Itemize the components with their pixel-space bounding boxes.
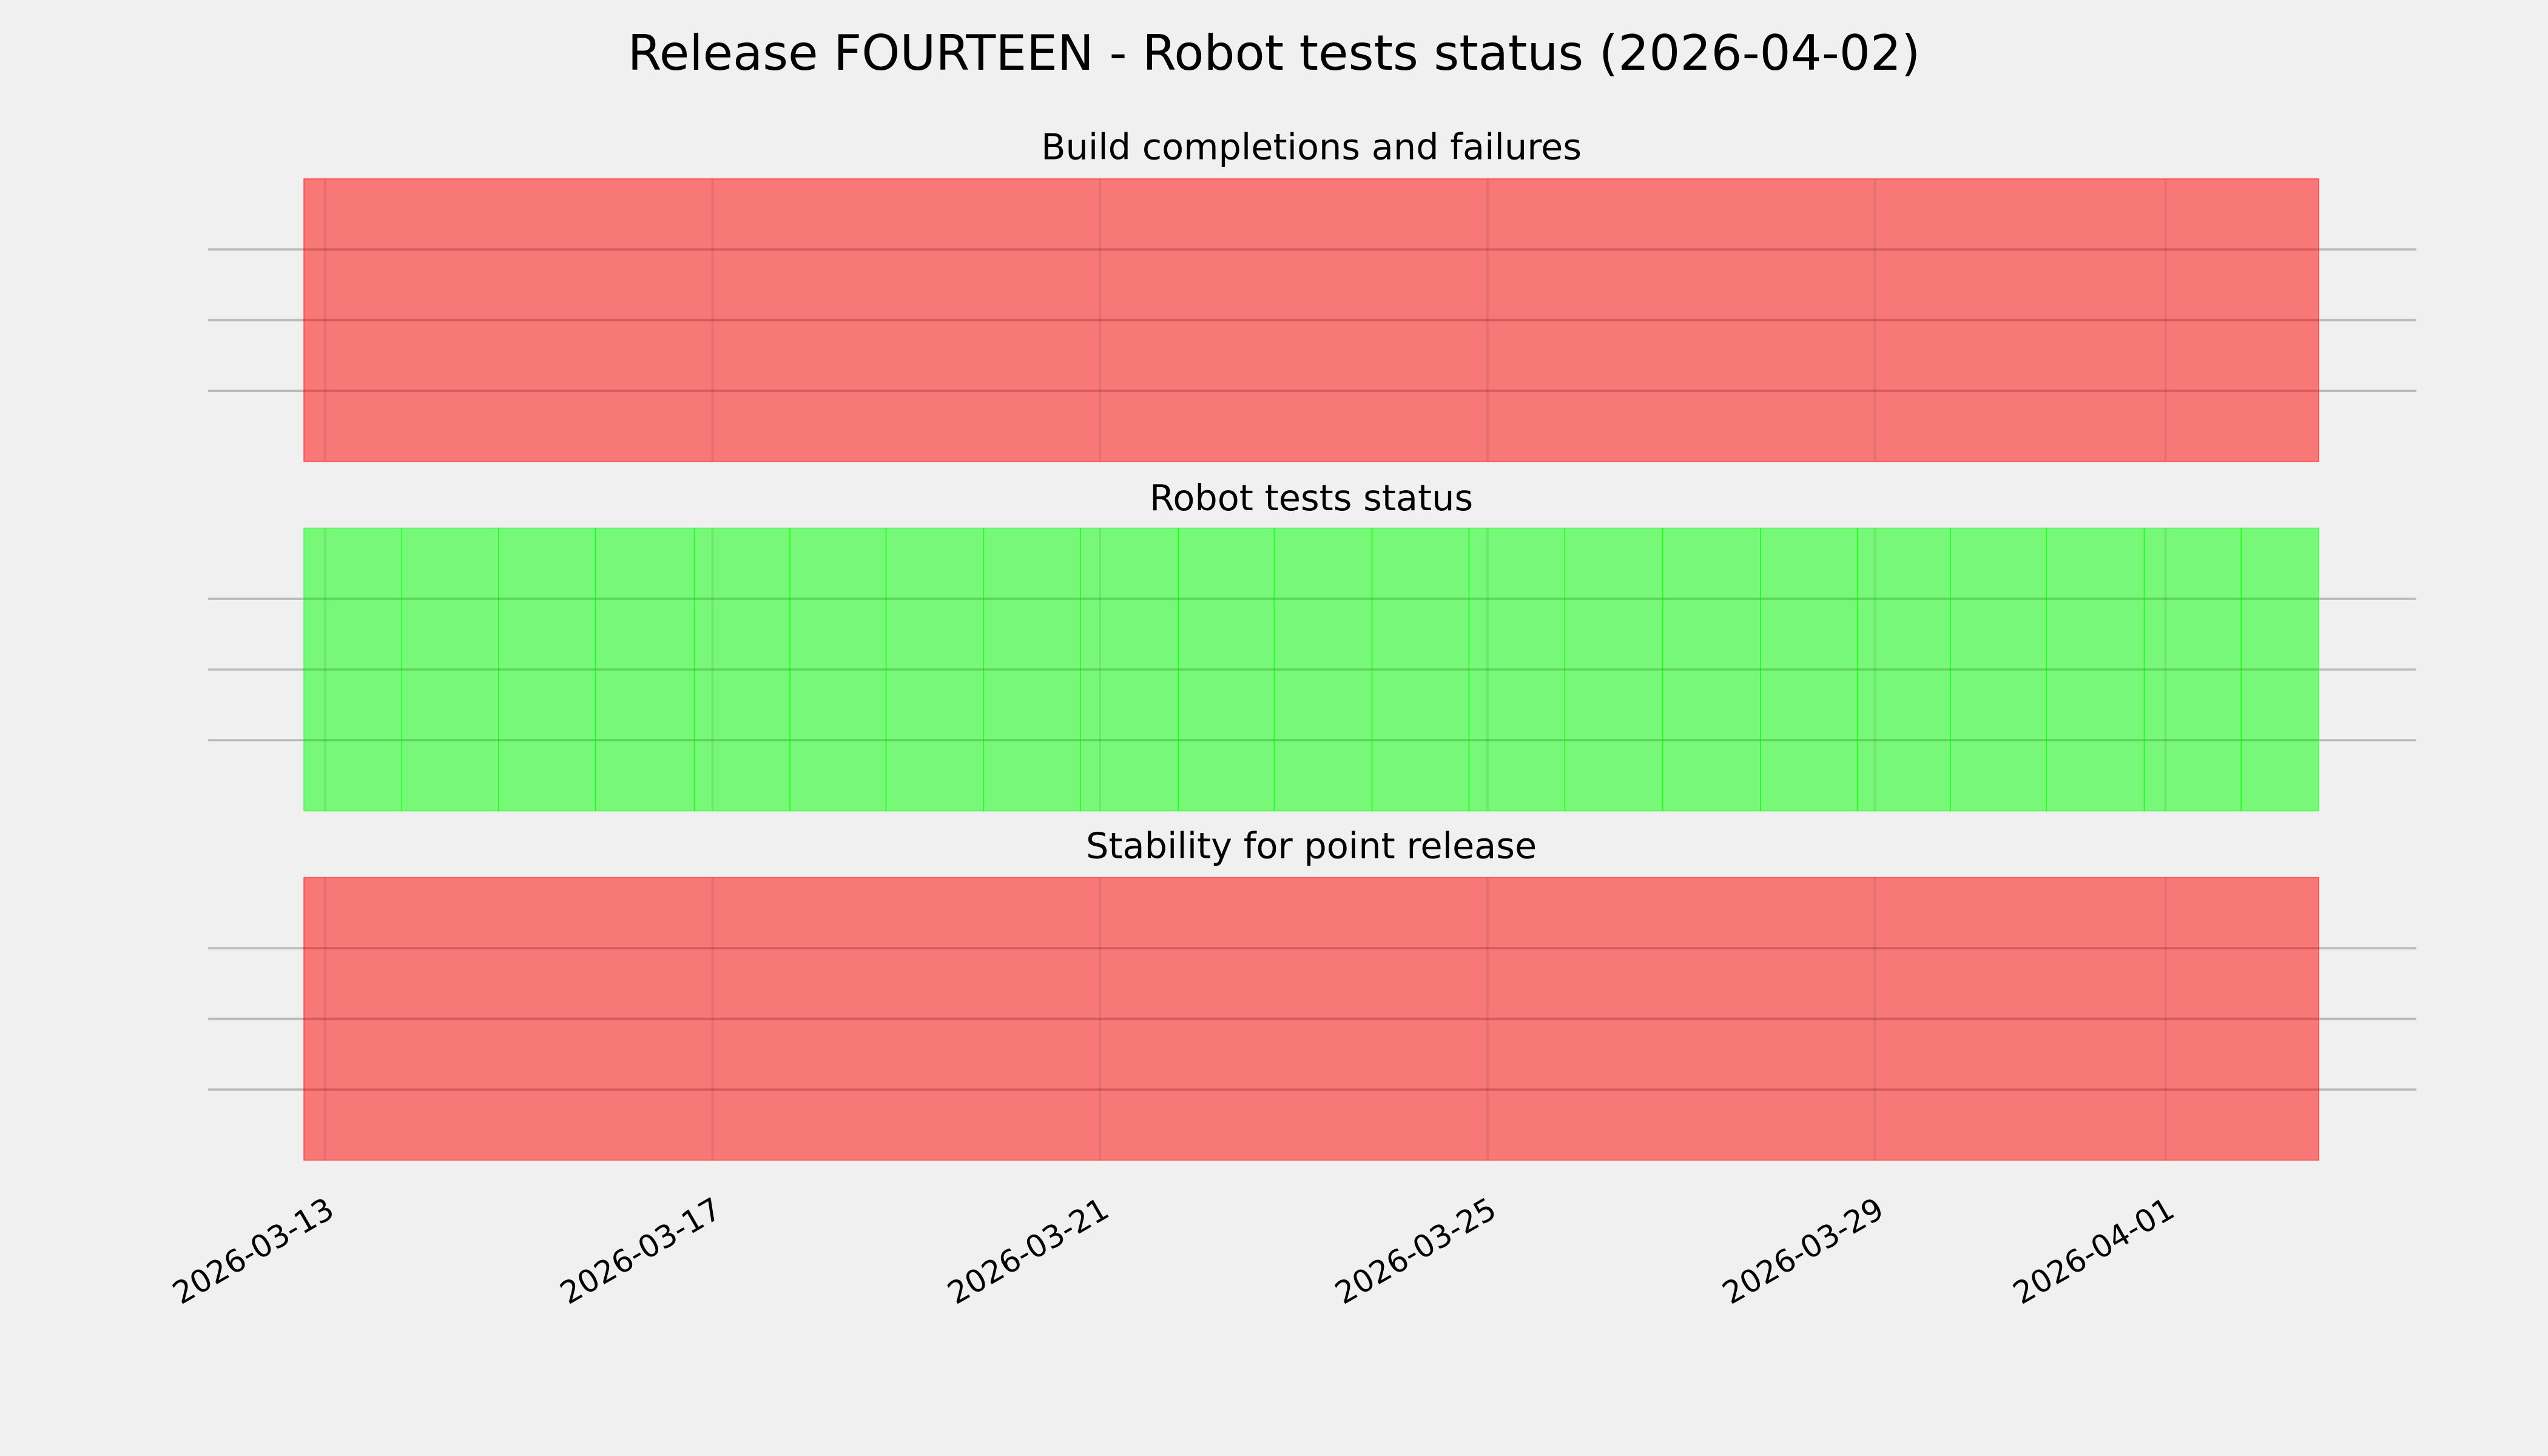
status-span-pass (983, 527, 1081, 812)
status-span-pass (1662, 527, 1761, 812)
status-span-pass (2240, 527, 2320, 812)
status-span-pass (885, 527, 985, 812)
panel-2: Robot tests status (207, 477, 2417, 812)
status-span-pass (1856, 527, 1951, 812)
panels: Build completions and failures Robot test… (207, 126, 2417, 1161)
status-span-pass (498, 527, 596, 812)
status-span-pass (2143, 527, 2242, 812)
status-span-fail (303, 877, 2320, 1161)
status-span-pass (1371, 527, 1470, 812)
panel-1: Build completions and failures (207, 126, 2417, 462)
panel-3: Stability for point release (207, 824, 2417, 1161)
status-span-pass (1468, 527, 1566, 812)
status-span-pass (401, 527, 499, 812)
status-span-pass (789, 527, 887, 812)
status-span-pass (1950, 527, 2048, 812)
status-span-fail (303, 178, 2320, 462)
status-span-pass (2046, 527, 2145, 812)
status-span-pass (303, 527, 402, 812)
figure-title: Release FOURTEEN - Robot tests status (2… (628, 24, 1921, 81)
status-span-pass (1564, 527, 1663, 812)
panel-title: Stability for point release (1086, 824, 1537, 866)
status-span-pass (693, 527, 790, 812)
status-span-pass (1273, 527, 1373, 812)
status-span-pass (1178, 527, 1275, 812)
status-span-pass (1080, 527, 1179, 812)
status-span-pass (1760, 527, 1858, 812)
panel-title: Build completions and failures (1041, 126, 1582, 168)
panel-title: Robot tests status (1150, 477, 1473, 519)
